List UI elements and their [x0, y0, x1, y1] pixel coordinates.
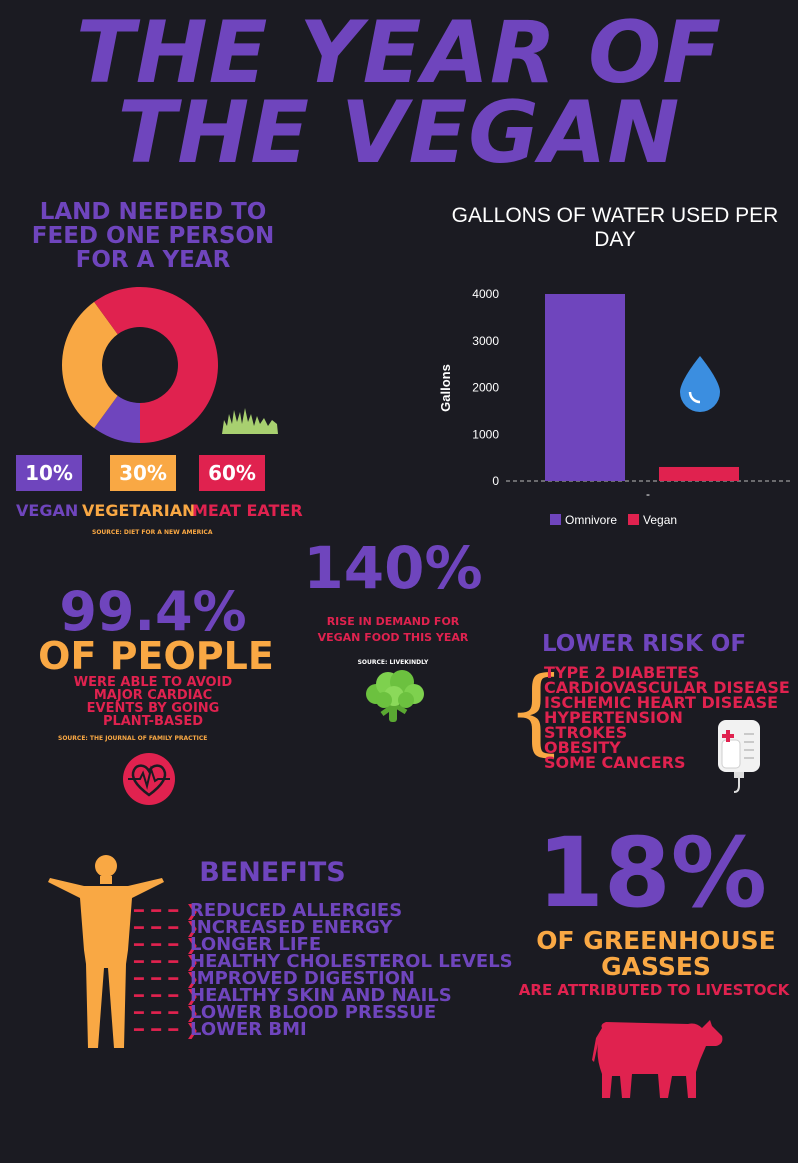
heart-icon [123, 753, 175, 805]
legend-swatch-omnivore [550, 514, 561, 525]
benefit-item: HEALTHY CHOLESTEROL LEVELS [190, 951, 513, 972]
water-chart-title: GALLONS OF WATER USED PER DAY [430, 204, 798, 252]
benefit-item: LONGER LIFE [190, 934, 322, 955]
land-heading-line1: LAND NEEDED TO [39, 199, 267, 225]
x-tick-label: - [646, 487, 650, 501]
demand-source-wrap: SOURCE: LIVEKINDLY [290, 649, 496, 668]
broccoli-icon [366, 670, 424, 722]
vegan-label: VEGAN [16, 501, 79, 520]
iv-bag-icon [718, 720, 760, 793]
benefit-item: INCREASED ENERGY [190, 917, 393, 938]
y-tick-label: 1000 [472, 427, 499, 441]
bar-omnivore [545, 294, 625, 481]
benefit-item: LOWER BLOOD PRESSUE [190, 1002, 437, 1023]
water-bar-chart: 0 1000 2000 3000 4000 Gallons - Omnivore Vegan [438, 287, 792, 527]
water-drop-icon [680, 356, 720, 412]
risk-item: ISCHEMIC HEART DISEASE [544, 693, 779, 712]
people-desc-line4: PLANT-BASED [102, 714, 204, 729]
bullet-arrow-icon: ━ ━ ━ ❯ [134, 918, 201, 937]
greenhouse-sub-line2: GASSES [601, 952, 711, 981]
greenhouse-desc: ARE ATTRIBUTED TO LIVESTOCK [518, 981, 790, 999]
demand-source: SOURCE: LIVEKINDLY [357, 659, 429, 666]
demand-desc-line2: VEGAN FOOD THIS YEAR [317, 631, 469, 644]
land-heading-line3: FOR A YEAR [75, 247, 231, 273]
land-heading: LAND NEEDED TO FEED ONE PERSON FOR A YEA… [10, 200, 296, 272]
people-big-number: 99.4% [59, 580, 247, 643]
bullet-arrow-icon: ━ ━ ━ ❯ [134, 935, 201, 954]
benefits-list: REDUCED ALLERGIES INCREASED ENERGY LONGE… [190, 900, 513, 1040]
water-chart-title-text: GALLONS OF WATER USED PER DAY [451, 204, 779, 251]
y-tick-label: 3000 [472, 334, 499, 348]
main-title-line1: THE YEAR OF [76, 3, 722, 103]
people-desc-line3: EVENTS BY GOING [86, 701, 220, 716]
benefit-item: REDUCED ALLERGIES [190, 900, 403, 921]
bar-vegan [659, 466, 739, 481]
bullet-arrow-icon: ━ ━ ━ ❯ [134, 1003, 201, 1022]
legend-label-vegan: Vegan [643, 513, 677, 527]
legend-label-omnivore: Omnivore [565, 513, 617, 527]
cow-icon [592, 1020, 723, 1098]
bullet-arrow-icon: ━ ━ ━ ❯ [134, 1020, 201, 1039]
land-donut-chart [61, 287, 219, 443]
people-desc-line2: MAJOR CARDIAC [93, 688, 213, 703]
land-source: SOURCE: DIET FOR A NEW AMERICA [92, 529, 213, 536]
risk-brace: { [506, 657, 566, 766]
legend-swatch-vegan [628, 514, 639, 525]
risk-item: HYPERTENSION [544, 708, 683, 727]
benefit-item: IMPROVED DIGESTION [190, 968, 415, 989]
greenhouse-sub: OF GREENHOUSE GASSES [516, 928, 796, 980]
risk-item: SOME CANCERS [544, 753, 686, 772]
people-source: SOURCE: THE JOURNAL OF FAMILY PRACTICE [58, 735, 208, 742]
greenhouse-big-number: 18% [537, 817, 767, 929]
land-heading-line2: FEED ONE PERSON [31, 223, 275, 249]
demand-desc: RISE IN DEMAND FOR VEGAN FOOD THIS YEAR [290, 614, 496, 646]
greenhouse-sub-line1: OF GREENHOUSE [536, 926, 776, 955]
y-tick-label: 2000 [472, 381, 499, 395]
bullet-arrow-icon: ━ ━ ━ ❯ [134, 901, 201, 920]
benefit-item: LOWER BMI [190, 1019, 307, 1040]
risk-item: CARDIOVASCULAR DISEASE [544, 678, 790, 697]
people-desc: WERE ABLE TO AVOID MAJOR CARDIAC EVENTS … [0, 676, 306, 728]
donut-slice-meat-eater [94, 287, 219, 443]
demand-big-number: 140% [303, 534, 483, 602]
bullet-arrow-icon: ━ ━ ━ ❯ [134, 986, 201, 1005]
people-desc-line1: WERE ABLE TO AVOID [73, 675, 233, 690]
grass-icon [222, 408, 278, 434]
vegetarian-pill: 30% [110, 455, 176, 491]
main-title-line2: THE VEGAN [117, 83, 681, 183]
risk-list: TYPE 2 DIABETES CARDIOVASCULAR DISEASE I… [544, 663, 790, 772]
y-tick-label: 4000 [472, 287, 499, 301]
human-figure-icon [48, 855, 164, 1048]
donut-slice-vegan [94, 395, 140, 443]
donut-slice-vegetarian [61, 301, 118, 429]
risk-item: STROKES [544, 723, 628, 742]
demand-desc-line1: RISE IN DEMAND FOR [326, 615, 460, 628]
bullet-arrow-icon: ━ ━ ━ ❯ [134, 952, 201, 971]
y-tick-label: 0 [492, 474, 499, 488]
risk-heading: LOWER RISK OF [541, 631, 747, 657]
vegan-pill: 10% [16, 455, 82, 491]
risk-item: TYPE 2 DIABETES [544, 663, 700, 682]
meat-label: MEAT EATER [192, 501, 303, 520]
benefit-item: HEALTHY SKIN AND NAILS [190, 985, 452, 1006]
meat-pill: 60% [199, 455, 265, 491]
benefits-heading: BENEFITS [199, 857, 346, 888]
benefits-dashes: ━ ━ ━ ❯ ━ ━ ━ ❯ ━ ━ ━ ❯ ━ ━ ━ ❯ ━ ━ ━ ❯ … [134, 902, 200, 1038]
risk-item: OBESITY [544, 738, 621, 757]
bullet-arrow-icon: ━ ━ ━ ❯ [134, 969, 201, 988]
y-axis-label: Gallons [438, 364, 453, 412]
vegetarian-label: VEGETARIAN [82, 501, 196, 520]
people-sub: OF PEOPLE [38, 634, 274, 678]
